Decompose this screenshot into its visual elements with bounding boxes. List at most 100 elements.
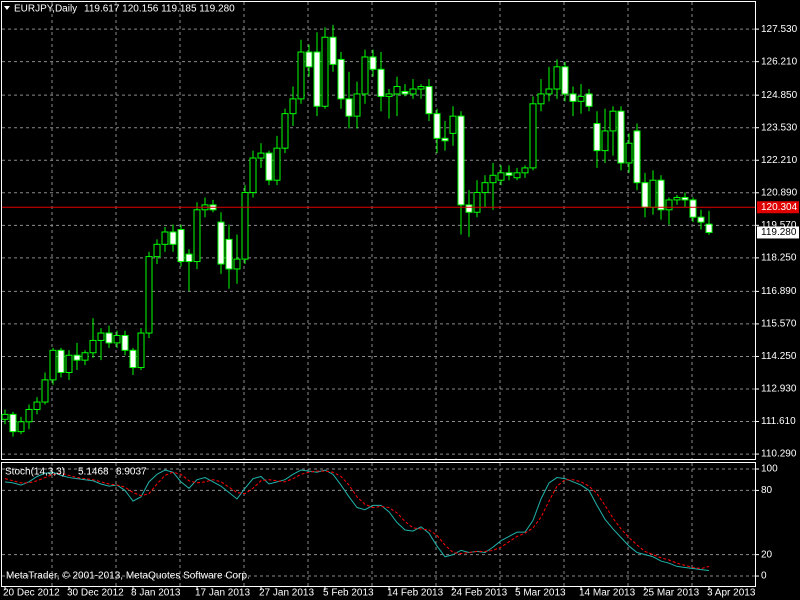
y-tick-label: 111.610	[761, 416, 796, 427]
candle-body	[385, 93, 393, 97]
y-tick-label: 80	[761, 485, 773, 496]
candle-body	[457, 115, 465, 206]
candle-body	[17, 421, 25, 433]
candle-body	[41, 379, 49, 403]
candle-body	[225, 238, 233, 270]
stoch-value: 8.9037	[116, 467, 147, 478]
candle-body	[705, 223, 713, 233]
y-tick-label: 118.250	[761, 253, 797, 264]
candle-body	[241, 192, 249, 260]
stoch-title: Stoch(14,3,3)	[5, 467, 65, 478]
candle-body	[113, 335, 121, 344]
candle-body	[81, 352, 89, 361]
candle-body	[609, 110, 617, 132]
x-tick-label: 8 Jan 2013	[131, 588, 181, 599]
candle-body	[681, 196, 689, 201]
candle-body	[481, 182, 489, 194]
candle-body	[417, 86, 425, 90]
price-label: 119.280	[761, 227, 797, 238]
candle-body	[145, 256, 153, 334]
x-tick-label: 20 Dec 2012	[3, 588, 60, 599]
chart-title: EURJPY,Daily	[14, 4, 77, 15]
candle-body	[73, 354, 81, 361]
candle-body	[433, 113, 441, 139]
candle-body	[177, 229, 185, 263]
candle-body	[33, 401, 41, 410]
candle-body	[545, 88, 553, 95]
candle-body	[153, 243, 161, 258]
candle-body	[305, 51, 313, 68]
candle-body	[121, 335, 129, 351]
candle-body	[465, 204, 473, 213]
candle-body	[425, 86, 433, 115]
x-tick-label: 14 Feb 2013	[387, 588, 444, 599]
candle-body	[9, 413, 17, 433]
price-label-box	[757, 226, 799, 239]
candle-body	[193, 209, 201, 263]
candle-body	[25, 408, 33, 423]
candle-body	[97, 332, 105, 341]
candle-body	[249, 157, 257, 194]
y-tick-label: 0	[761, 571, 767, 582]
x-tick-label: 27 Jan 2013	[259, 588, 314, 599]
price-frame	[1, 1, 756, 460]
menu-arrow	[4, 6, 10, 10]
candle-body	[217, 221, 225, 265]
candle-body	[513, 172, 521, 179]
candle-body	[393, 86, 401, 95]
candle-body	[169, 231, 177, 245]
candle-body	[281, 113, 289, 149]
candle-body	[409, 88, 417, 95]
y-tick-label: 114.250	[761, 351, 797, 362]
watermark: MetaTrader, © 2001-2013, MetaQuotes Soft…	[6, 571, 250, 582]
candle-body	[49, 349, 57, 381]
candle-body	[401, 90, 409, 95]
candle-body	[1, 413, 9, 420]
candle-body	[665, 199, 673, 211]
candle-body	[377, 68, 385, 97]
x-tick-label: 5 Mar 2013	[515, 588, 566, 599]
candle-body	[521, 167, 529, 174]
candle-body	[529, 103, 537, 169]
candle-body	[601, 130, 609, 152]
y-tick-label: 115.570	[761, 319, 797, 330]
stoch-line	[4, 470, 710, 570]
candle-body	[673, 196, 681, 201]
candle-body	[657, 179, 665, 211]
y-tick-label: 126.210	[761, 56, 798, 67]
candle-body	[289, 98, 297, 115]
candle-body	[273, 147, 281, 181]
candle-body	[617, 110, 625, 164]
candle-body	[337, 58, 345, 100]
x-tick-label: 25 Mar 2013	[643, 588, 700, 599]
y-tick-label: 120.890	[761, 187, 798, 198]
price-label-box	[757, 201, 799, 214]
candle-body	[345, 98, 353, 117]
x-tick-label: 17 Jan 2013	[195, 588, 250, 599]
stoch-value: 5.1468	[78, 467, 109, 478]
price-label: 120.304	[761, 202, 798, 213]
candle-body	[257, 152, 265, 159]
candle-body	[369, 56, 377, 70]
candle-body	[649, 179, 657, 208]
y-tick-label: 110.290	[761, 449, 797, 460]
y-tick-label: 123.530	[761, 122, 798, 133]
candle-body	[105, 332, 113, 344]
y-tick-label: 112.930	[761, 384, 797, 395]
candle-body	[185, 253, 193, 263]
candle-body	[265, 152, 273, 181]
candle-body	[233, 258, 241, 270]
candle-body	[361, 56, 369, 95]
y-tick-label: 122.210	[761, 155, 798, 166]
x-tick-label: 5 Feb 2013	[323, 588, 374, 599]
stoch-line	[4, 469, 710, 572]
x-tick-label: 24 Feb 2013	[451, 588, 508, 599]
candle-body	[449, 115, 457, 134]
candle-body	[625, 142, 633, 164]
x-tick-label: 3 Apr 2013	[707, 588, 756, 599]
candle-body	[353, 93, 361, 117]
stoch-frame	[1, 462, 756, 587]
candle-body	[641, 182, 649, 208]
candle-body	[321, 36, 329, 107]
candle-body	[441, 137, 449, 142]
